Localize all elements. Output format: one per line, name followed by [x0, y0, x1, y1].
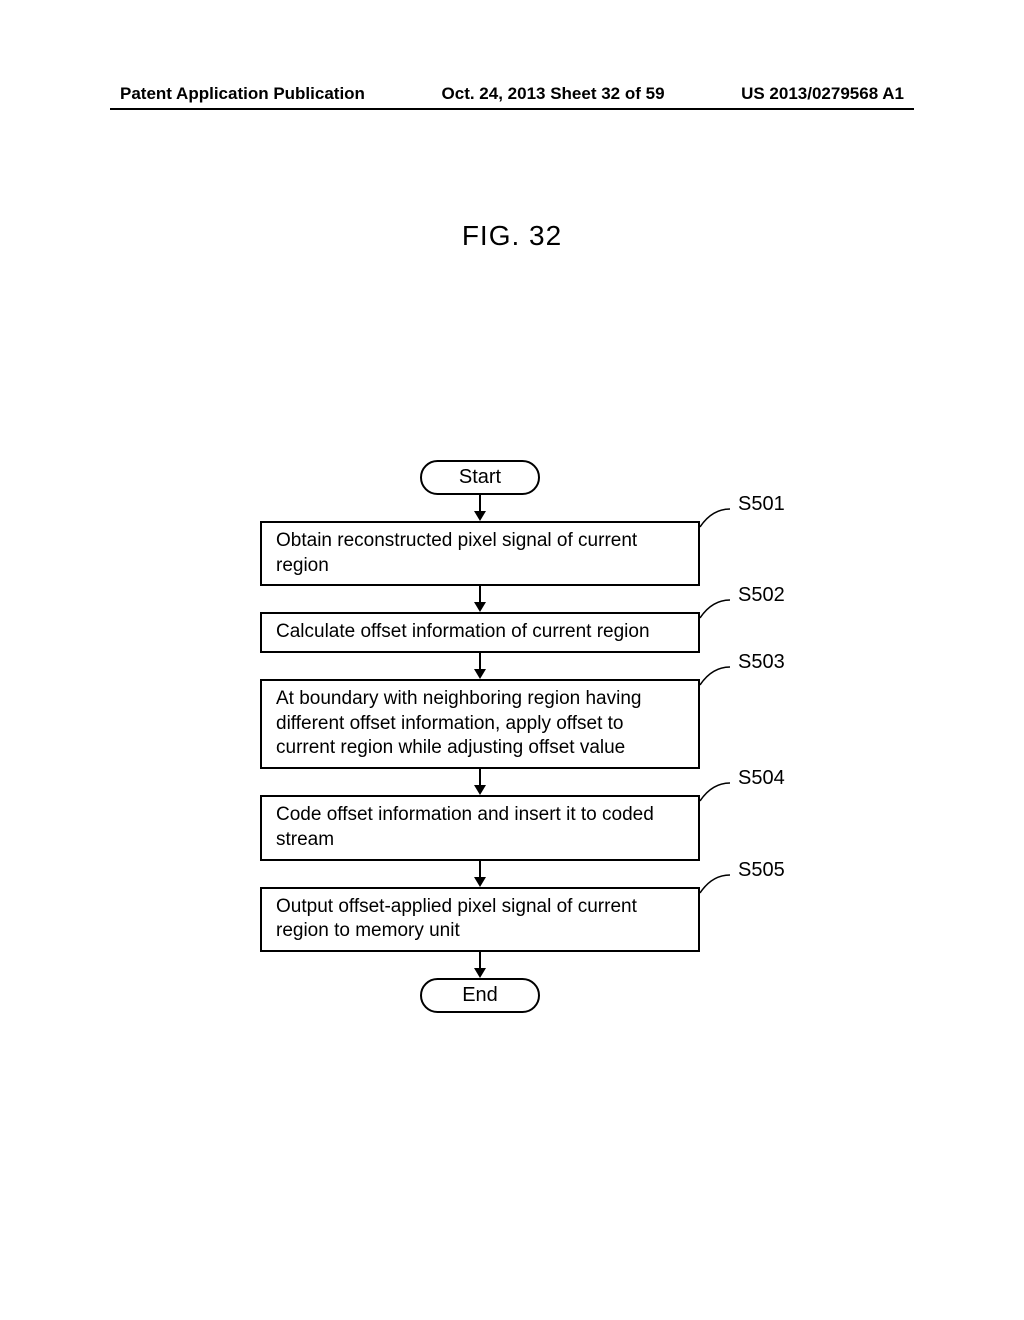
start-terminal: Start: [420, 460, 540, 495]
process-text-3: Code offset information and insert it to…: [276, 804, 654, 850]
arrow-5: [260, 952, 700, 978]
step-id-4: S505: [738, 859, 785, 882]
label-connector-icon: [700, 873, 740, 895]
header-right: US 2013/0279568 A1: [741, 84, 904, 104]
label-connector-icon: [700, 598, 740, 620]
label-connector-icon: [700, 665, 740, 687]
arrow-0: S501: [260, 495, 700, 521]
arrow-icon: [470, 769, 490, 795]
label-connector-icon: [700, 781, 740, 803]
arrow-icon: [470, 653, 490, 679]
process-box-0: Obtain reconstructed pixel signal of cur…: [260, 521, 700, 586]
process-box-4: Output offset-applied pixel signal of cu…: [260, 887, 700, 952]
start-label: Start: [459, 466, 501, 488]
figure-title: FIG. 32: [0, 220, 1024, 252]
arrow-icon: [470, 861, 490, 887]
arrow-icon: [470, 495, 490, 521]
process-text-1: Calculate offset information of current …: [276, 621, 650, 642]
arrow-2: S503: [260, 653, 700, 679]
step-id-3: S504: [738, 767, 785, 790]
arrow-1: S502: [260, 586, 700, 612]
arrow-3: S504: [260, 769, 700, 795]
header-center: Oct. 24, 2013 Sheet 32 of 59: [442, 84, 665, 104]
step-id-2: S503: [738, 651, 785, 674]
flowchart: Start S501 Obtain reconstructed pixel si…: [260, 460, 700, 1013]
process-box-2: At boundary with neighboring region havi…: [260, 679, 700, 769]
arrow-4: S505: [260, 861, 700, 887]
page-header: Patent Application Publication Oct. 24, …: [120, 84, 904, 104]
header-rule: [110, 108, 914, 110]
end-terminal: End: [420, 978, 540, 1013]
process-text-0: Obtain reconstructed pixel signal of cur…: [276, 530, 637, 576]
step-id-1: S502: [738, 584, 785, 607]
arrow-icon: [470, 586, 490, 612]
header-left: Patent Application Publication: [120, 84, 365, 104]
process-text-2: At boundary with neighboring region havi…: [276, 688, 641, 758]
arrow-icon: [470, 952, 490, 978]
process-text-4: Output offset-applied pixel signal of cu…: [276, 896, 637, 942]
end-label: End: [462, 984, 498, 1006]
process-box-3: Code offset information and insert it to…: [260, 795, 700, 860]
process-box-1: Calculate offset information of current …: [260, 612, 700, 653]
step-id-0: S501: [738, 493, 785, 516]
label-connector-icon: [700, 507, 740, 529]
